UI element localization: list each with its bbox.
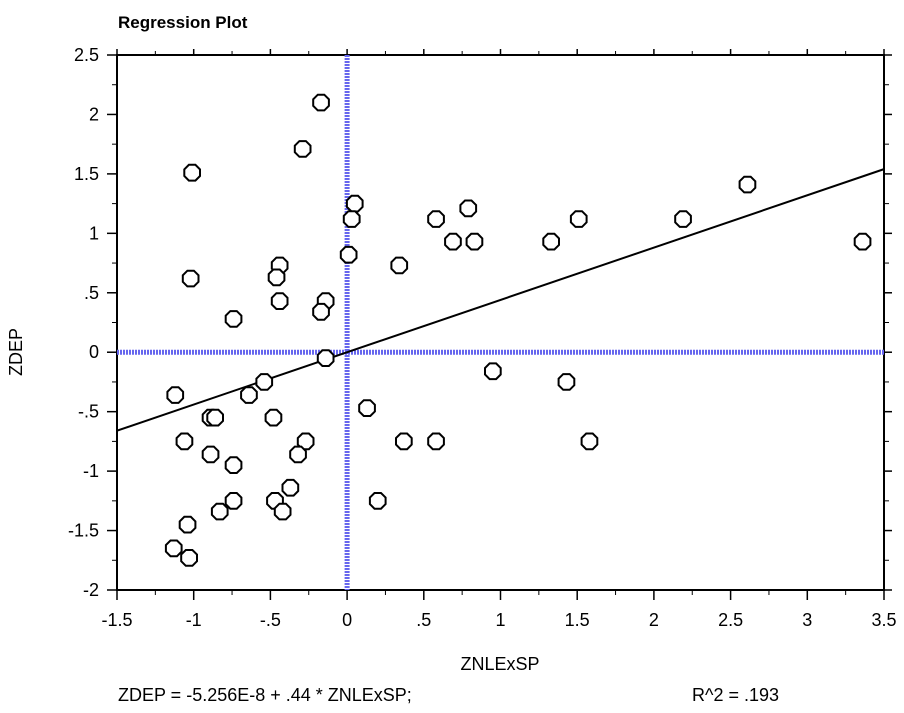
x-tick-label: 0 <box>342 610 352 630</box>
data-point <box>289 445 307 464</box>
x-axis: -1.5 -1 -.5 0 .5 1 1.5 2 2.5 3 3.5 <box>101 49 897 630</box>
data-point <box>224 310 243 328</box>
x-tick-label: 3.5 <box>871 610 896 630</box>
x-tick-label: 2.5 <box>718 610 743 630</box>
x-tick-label: -1.5 <box>101 610 132 630</box>
data-point <box>557 373 576 391</box>
y-tick-label: -1 <box>83 461 99 481</box>
y-tick-label: -2 <box>83 580 99 600</box>
data-point <box>738 175 757 194</box>
x-tick-label: .5 <box>416 610 431 630</box>
data-point <box>312 302 330 321</box>
data-point <box>342 210 361 228</box>
y-axis-title: ZDEP <box>6 328 26 376</box>
data-point <box>293 140 312 158</box>
data-point <box>224 492 243 510</box>
data-point <box>459 199 478 218</box>
data-point <box>569 210 588 228</box>
data-point <box>542 232 560 251</box>
data-point <box>427 210 445 228</box>
y-tick-label: 1.5 <box>74 164 99 184</box>
scatter-points <box>164 93 872 567</box>
data-point <box>853 232 872 251</box>
y-tick-label: -.5 <box>78 402 99 422</box>
chart-title: Regression Plot <box>118 13 248 32</box>
r-squared-label: R^2 = .193 <box>692 685 779 705</box>
data-point <box>312 93 330 112</box>
data-point <box>270 292 289 310</box>
data-point <box>206 408 224 427</box>
x-tick-label: 1 <box>495 610 505 630</box>
x-tick-label: 1.5 <box>565 610 590 630</box>
x-tick-label: -.5 <box>260 610 281 630</box>
data-point <box>358 399 376 417</box>
y-axis: -2 -1.5 -1 -.5 0 .5 1 1.5 2 2.5 <box>68 45 892 600</box>
data-point <box>264 408 283 427</box>
data-point <box>255 373 274 391</box>
data-point <box>465 232 484 251</box>
y-tick-label: 1 <box>89 223 99 243</box>
data-point <box>240 386 258 404</box>
data-point <box>368 492 387 510</box>
data-point <box>181 269 200 288</box>
x-tick-label: 2 <box>649 610 659 630</box>
data-point <box>210 502 229 521</box>
data-point <box>224 456 243 474</box>
data-point <box>296 432 315 451</box>
data-point <box>175 432 194 451</box>
data-point <box>178 515 197 534</box>
regression-line <box>116 168 885 432</box>
y-tick-label: 2.5 <box>74 45 99 65</box>
data-point <box>444 232 462 251</box>
data-point <box>339 245 358 264</box>
data-point <box>395 432 413 451</box>
data-point <box>281 478 300 497</box>
y-tick-label: 0 <box>89 342 99 362</box>
data-point <box>427 432 445 451</box>
regression-line-group <box>116 168 885 432</box>
data-point <box>201 445 220 464</box>
x-axis-title: ZNLExSP <box>460 654 539 674</box>
data-point <box>273 502 292 521</box>
y-tick-label: -1.5 <box>68 521 99 541</box>
data-point <box>180 549 198 567</box>
data-point <box>390 256 409 275</box>
data-point <box>674 210 692 228</box>
x-tick-label: 3 <box>802 610 812 630</box>
data-point <box>484 362 502 381</box>
data-point <box>316 349 335 367</box>
data-point <box>164 539 183 558</box>
y-tick-label: 2 <box>89 104 99 124</box>
x-tick-label: -1 <box>186 610 202 630</box>
data-point <box>580 432 599 451</box>
data-point <box>267 268 286 287</box>
regression-equation: ZDEP = -5.256E-8 + .44 * ZNLExSP; <box>118 685 412 705</box>
zero-reference-lines <box>117 55 884 590</box>
data-point <box>166 386 185 404</box>
data-point <box>345 194 364 213</box>
data-point <box>183 163 201 182</box>
y-tick-label: .5 <box>84 283 99 303</box>
